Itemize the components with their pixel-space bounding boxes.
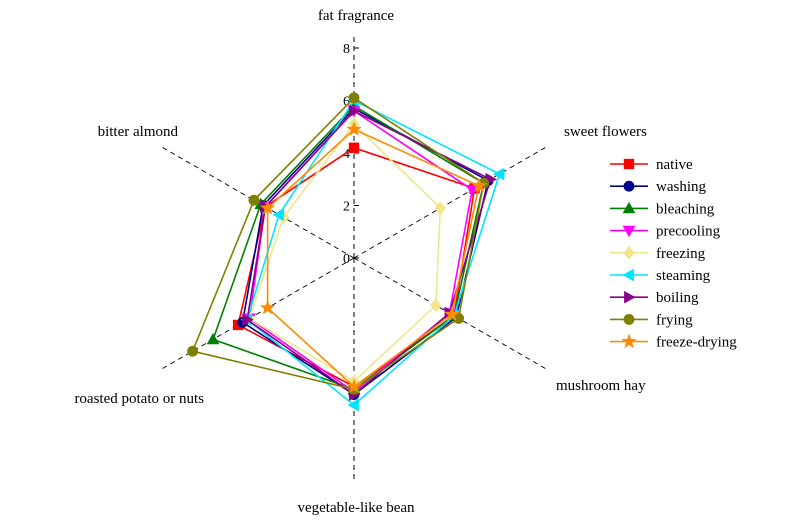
data-point-marker bbox=[623, 313, 635, 325]
axis-label: roasted potato or nuts bbox=[74, 391, 204, 407]
legend-item: steaming bbox=[610, 268, 711, 284]
legend-label: frying bbox=[656, 312, 693, 328]
data-point-marker bbox=[272, 208, 284, 222]
legend: native washing bleaching precooling freezing… bbox=[610, 157, 737, 351]
axis-label: bitter almond bbox=[98, 124, 179, 140]
series-layer bbox=[187, 92, 505, 412]
data-point-marker bbox=[621, 333, 637, 349]
legend-item: washing bbox=[610, 179, 706, 195]
series-freeze-drying bbox=[259, 121, 487, 394]
series-line bbox=[237, 146, 476, 388]
data-point-marker bbox=[346, 378, 362, 394]
axis-label: vegetable-like bean bbox=[297, 500, 415, 516]
data-point-marker bbox=[492, 167, 505, 181]
series-frying bbox=[187, 92, 490, 395]
legend-item: freeze-drying bbox=[610, 333, 737, 351]
legend-label: steaming bbox=[656, 268, 711, 284]
axis-label: sweet flowers bbox=[564, 124, 647, 140]
legend-label: freeze-drying bbox=[656, 335, 737, 351]
axis-spoke bbox=[353, 146, 547, 259]
data-point-marker bbox=[623, 180, 635, 192]
data-point-marker bbox=[259, 200, 276, 215]
data-point-marker bbox=[347, 398, 359, 412]
legend-label: bleaching bbox=[656, 201, 715, 217]
data-point-marker bbox=[346, 121, 362, 136]
legend-item: boiling bbox=[610, 290, 699, 306]
data-point-marker bbox=[187, 345, 199, 357]
legend-item: bleaching bbox=[610, 201, 715, 217]
legend-label: freezing bbox=[656, 246, 706, 262]
data-point-marker bbox=[623, 158, 635, 170]
legend-item: precooling bbox=[610, 224, 721, 240]
data-point-marker bbox=[471, 177, 487, 193]
data-point-marker bbox=[434, 201, 446, 215]
axis-label: fat fragrance bbox=[318, 8, 395, 24]
axis-label: mushroom hay bbox=[556, 378, 646, 394]
series-line bbox=[246, 99, 501, 407]
data-point-marker bbox=[349, 104, 361, 118]
axis-labels-layer: fat fragrance sweet flowers mushroom hay ve… bbox=[74, 8, 647, 516]
data-point-marker bbox=[622, 201, 636, 214]
legend-item: frying bbox=[610, 312, 693, 328]
radial-tick-label: 2 bbox=[343, 200, 350, 215]
legend-label: washing bbox=[656, 179, 706, 195]
data-point-marker bbox=[444, 306, 460, 321]
series-line bbox=[191, 96, 485, 391]
series-bleaching bbox=[206, 99, 490, 395]
radial-tick-label: 4 bbox=[343, 147, 350, 162]
legend-item: native bbox=[610, 157, 693, 173]
legend-label: precooling bbox=[656, 224, 721, 240]
data-point-marker bbox=[624, 290, 636, 304]
data-point-marker bbox=[248, 194, 260, 206]
data-point-marker bbox=[622, 268, 634, 282]
data-point-marker bbox=[259, 299, 276, 315]
data-point-marker bbox=[348, 92, 360, 104]
radial-tick-label: 6 bbox=[343, 95, 350, 110]
series-boiling bbox=[242, 104, 497, 401]
data-point-marker bbox=[430, 298, 442, 313]
legend-label: boiling bbox=[656, 290, 699, 306]
data-point-marker bbox=[623, 245, 635, 260]
ticks-layer: 0 2 4 6 8 bbox=[343, 42, 359, 267]
legend-label: native bbox=[656, 157, 693, 173]
data-point-marker bbox=[242, 313, 254, 327]
series-native bbox=[232, 142, 480, 392]
data-point-marker bbox=[206, 332, 220, 345]
radial-tick-label: 8 bbox=[343, 42, 350, 57]
data-point-marker bbox=[622, 225, 636, 238]
legend-item: freezing bbox=[610, 246, 706, 262]
data-point-marker bbox=[348, 142, 360, 153]
radial-tick-label: 0 bbox=[343, 252, 350, 267]
